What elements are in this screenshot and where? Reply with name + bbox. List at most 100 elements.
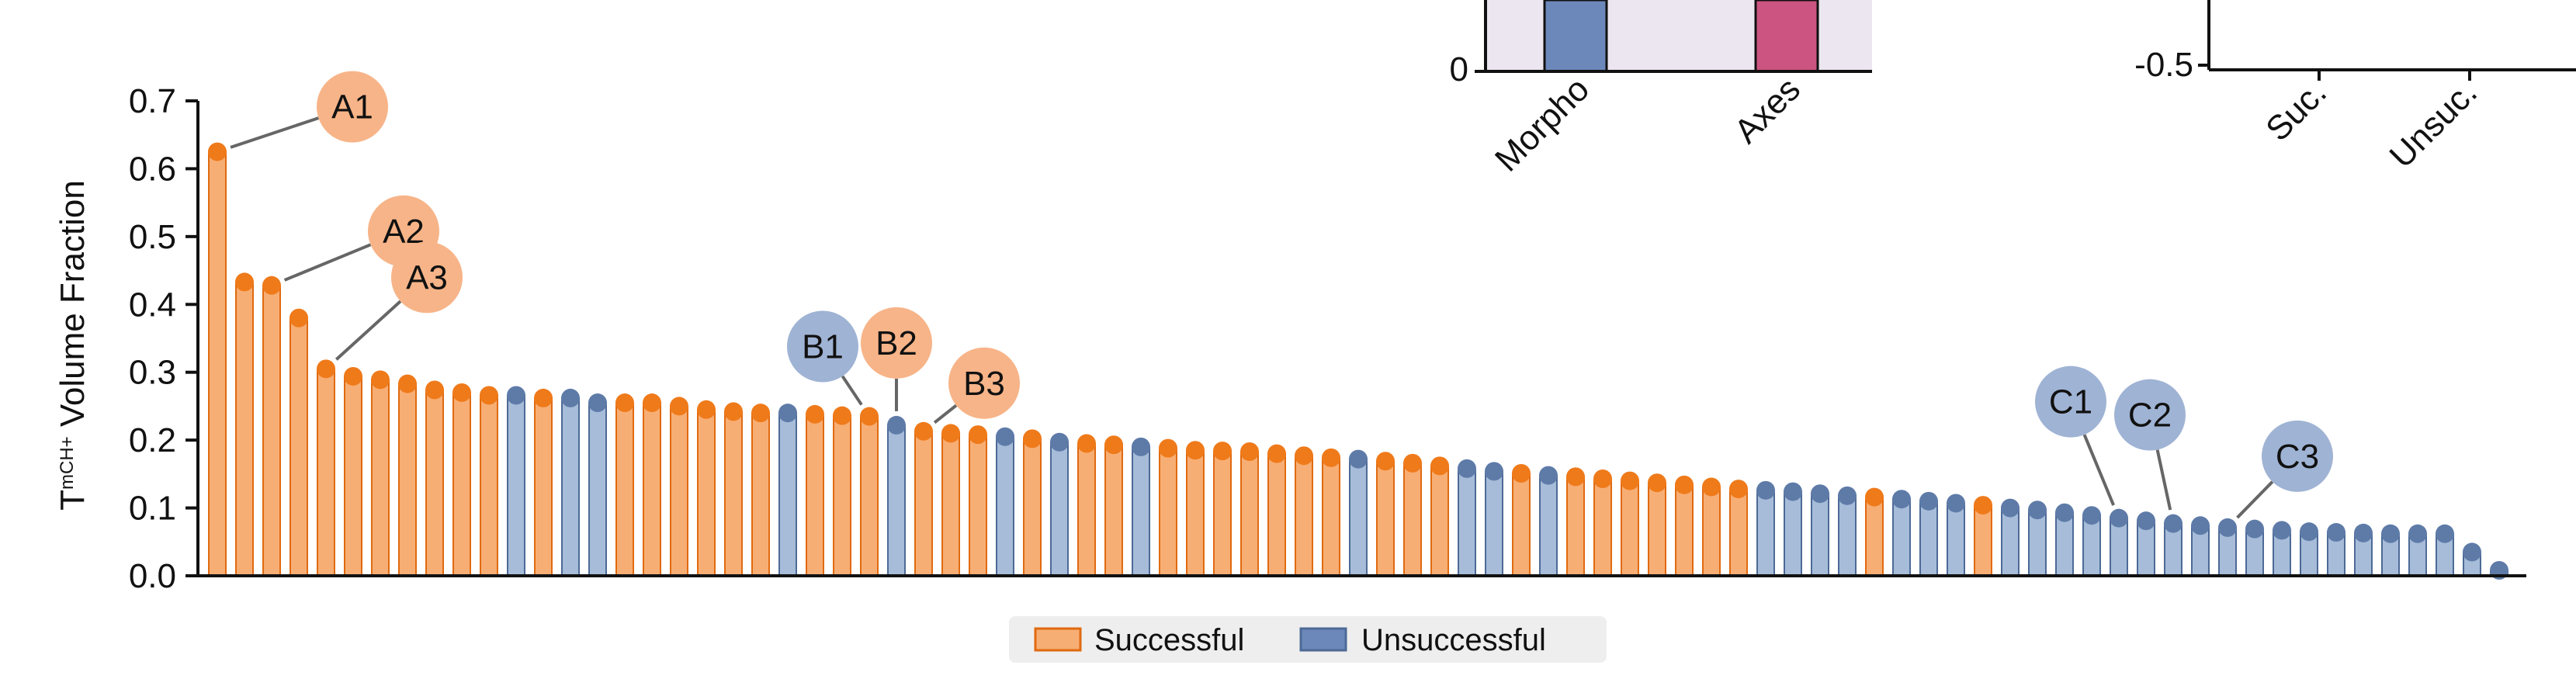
bar-top-marker (1539, 466, 1558, 485)
callout-bubble (391, 241, 463, 314)
bar (2055, 511, 2074, 577)
bar-top-marker (1403, 453, 1422, 473)
bar (1675, 483, 1694, 577)
bar (643, 402, 661, 577)
bar (1050, 441, 1069, 577)
bar-top-marker (398, 374, 417, 393)
bar (860, 415, 879, 577)
bar (1267, 452, 1286, 577)
y-tick-label: 0.1 (129, 490, 176, 528)
bar-top-marker (2082, 506, 2101, 525)
bar-top-marker (534, 388, 553, 407)
bar-top-marker (2463, 542, 2481, 562)
bar (262, 284, 281, 577)
bar-top-marker (1702, 477, 1721, 497)
legend-label-successful: Successful (1094, 623, 1244, 657)
bar (1240, 451, 1259, 577)
bar-top-marker (1947, 494, 1965, 513)
bar-top-marker (697, 400, 716, 419)
callout-bubble (787, 310, 858, 383)
bar-top-marker (1593, 469, 1612, 488)
bar-top-marker (2436, 524, 2454, 543)
bar (1349, 458, 1368, 577)
bar (1784, 490, 1802, 577)
bar (317, 368, 335, 577)
bar-top-marker (1675, 475, 1694, 494)
y-tick-label: 0.0 (129, 557, 176, 595)
bar-top-marker (1104, 435, 1123, 455)
bar (1023, 438, 1042, 577)
bar-top-marker (1919, 491, 1938, 511)
bar (1458, 467, 1476, 577)
bar-top-marker (2110, 508, 2128, 528)
bar (2001, 507, 2020, 577)
bar-top-marker (2354, 523, 2373, 542)
bar (1159, 447, 1177, 577)
inset1-y-tick-label: 0 (1450, 50, 1468, 88)
bar-top-marker (317, 359, 335, 379)
bar-top-marker (914, 421, 933, 441)
bar-top-marker (833, 406, 851, 425)
callout-leader (841, 375, 863, 406)
bar (561, 397, 580, 577)
bar-top-marker (1974, 496, 1992, 515)
bar (398, 383, 417, 577)
bar (452, 391, 471, 577)
bar (996, 435, 1014, 577)
bar-top-marker (2218, 518, 2237, 537)
bar-top-marker (2300, 522, 2318, 542)
bar-top-marker (2245, 519, 2264, 539)
bar-top-marker (289, 308, 308, 327)
bar-top-marker (1621, 471, 1639, 490)
bar-top-marker (2137, 511, 2155, 531)
bar-top-marker (452, 383, 471, 402)
legend-swatch-successful (1034, 627, 1082, 652)
bar (1132, 445, 1150, 577)
callout-label: A3 (406, 258, 448, 296)
bar-top-marker (2055, 503, 2074, 522)
y-tick-label: 0.6 (129, 150, 176, 188)
bar-top-marker (2028, 501, 2047, 520)
callout-label: C2 (2128, 397, 2172, 435)
bar (1756, 489, 1775, 577)
bar (534, 397, 553, 577)
bar (697, 408, 716, 577)
callout-bubble (948, 347, 1020, 419)
bar-top-marker (2001, 498, 2020, 518)
callout-bubble (2114, 379, 2186, 451)
bar-top-marker (1756, 480, 1775, 500)
bar-top-marker (1811, 484, 1829, 504)
bar-top-marker (1240, 442, 1259, 462)
bar (1892, 498, 1911, 577)
bar (1648, 482, 1666, 577)
bar (806, 413, 824, 577)
bar-top-marker (371, 370, 390, 390)
bar-top-marker (2273, 521, 2291, 540)
inset1-bar-axes (1754, 0, 1819, 73)
bar-top-marker (1213, 442, 1232, 461)
callout-bubble (2035, 365, 2106, 438)
callout-label: B3 (963, 365, 1005, 403)
y-axis-title: TmCH+ Volume Fraction (54, 180, 92, 511)
bar (1213, 450, 1232, 577)
bar-top-marker (1566, 467, 1585, 487)
bar-top-marker (561, 388, 580, 407)
bar-top-marker (1729, 480, 1748, 499)
bar-top-marker (1322, 448, 1340, 467)
bar (1485, 470, 1503, 577)
bar (2028, 509, 2047, 577)
bar (425, 389, 444, 577)
bar (1729, 488, 1748, 577)
callout-leader (933, 404, 958, 424)
bar (1512, 472, 1531, 577)
bar (1865, 496, 1884, 577)
bar (615, 402, 634, 577)
callout-leader (283, 243, 372, 282)
inset2-x-label-suc: Suc. (2259, 73, 2334, 148)
y-tick-label: 0.3 (129, 354, 176, 392)
bar-top-marker (751, 404, 770, 423)
bar-top-marker (262, 275, 281, 295)
bar-top-marker (1838, 486, 1857, 505)
bar-top-marker (344, 366, 362, 386)
